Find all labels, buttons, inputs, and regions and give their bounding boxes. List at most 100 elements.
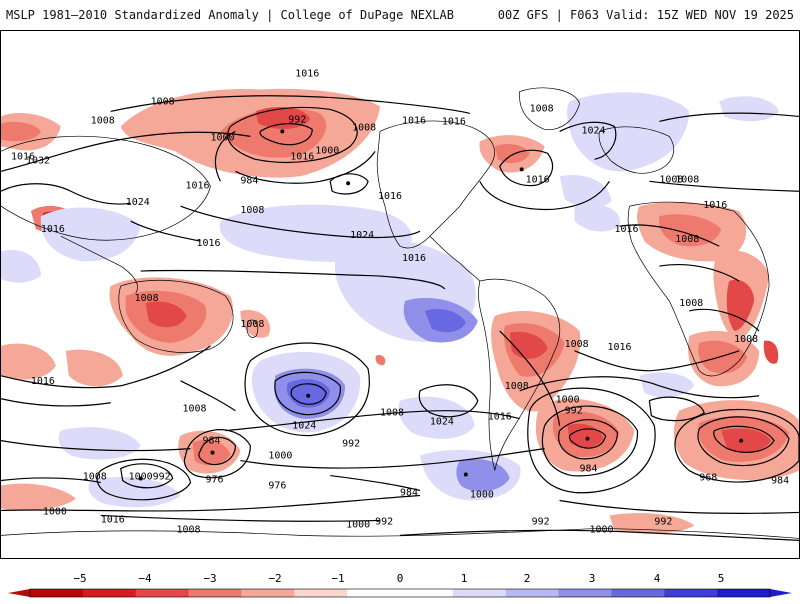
isobar-label: 1008 [565,339,589,350]
isobar-label: 1008 [734,334,758,345]
isobar-line [713,425,775,453]
isobar-line [499,330,561,426]
colorbar-tick-label: −2 [268,572,281,585]
isobar-label: 984 [580,464,598,475]
isobar-line [418,384,479,418]
coastlines [1,87,799,539]
header-bar: MSLP 1981–2010 Standardized Anomaly | Co… [0,0,800,30]
colorbar-tick-label: 3 [589,572,596,585]
anomaly-blob-india [1,249,41,283]
isobar-label: 1008 [505,381,529,392]
anomaly-blob-europe-core [494,143,530,164]
isobar-line [1,131,251,172]
isobar-line [1,494,420,512]
isobar-label: 1008 [177,524,201,535]
isobar-label: 1000 [315,145,339,156]
anomaly-blob-se-pacific [574,203,621,232]
map-panel[interactable]: 1016 1016 1008 1008 992 1008 1008 1016 1… [0,30,800,559]
anomaly-blob-drake-core [456,458,510,492]
colorbar-swatch [664,589,718,597]
anomaly-blob-atlantic-sub [559,175,612,208]
isobar-line [214,130,236,182]
isobar-label: 1008 [135,293,159,304]
isobar-line [329,173,369,195]
isobar-line [274,371,341,416]
coast-new-zealand [246,319,259,338]
isobar-label: 1016 [703,200,727,211]
isobar-label: 984 [771,476,789,487]
anomaly-blob-east-africa-core [726,279,755,331]
isobar-label: 1016 [11,151,35,162]
isobar-line [574,350,740,372]
anomaly-blob-arctic-e [719,96,780,122]
low-center-marker [346,181,351,186]
isobar-line [399,529,799,541]
anomaly-map[interactable]: 1016 1016 1008 1008 992 1008 1008 1016 1… [1,31,799,558]
isobar-label: 1016 [31,376,55,387]
isobar-line [330,474,421,492]
colorbar-swatch [135,589,190,597]
coast-north-america [376,120,495,249]
coast-greenland [519,87,580,130]
colorbar-tick-label: 4 [654,572,661,585]
anomaly-blob-so-indian [639,372,695,398]
isobar-label: 1016 [442,116,466,127]
anomaly-blob-so-w2 [88,477,181,508]
colorbar-ticks: −5 −4 −3 −2 −1 0 1 2 3 4 5 [73,572,724,585]
colorbar-swatch [611,589,665,597]
low-center-marker [739,438,744,443]
isobar-line [244,342,370,437]
isobar-label: 1016 [607,342,631,353]
anomaly-blob-pacific-small [375,355,386,366]
coast-antarctica [1,528,799,539]
isobar-label: 1032 [26,155,50,166]
anomaly-blob-greenland [566,92,690,172]
anomaly-blob-china [40,207,141,262]
colorbar-swatch [558,589,612,597]
isobar-label: 1024 [430,417,454,428]
isobar-line [648,396,705,422]
isobar-label: 1000 [43,506,67,517]
isobar-label: 1008 [240,205,264,216]
isobar-label: 1008 [659,174,683,185]
isobar-label: 1016 [378,191,402,202]
map-title: MSLP 1981–2010 Standardized Anomaly | Co… [6,8,454,22]
colorbar: −5 −4 −3 −2 −1 0 1 2 3 4 5 [0,570,800,600]
isobar-line [1,398,111,407]
isobar-line [559,121,617,160]
isobar-line [225,410,520,432]
isobar-line [240,448,545,469]
isobar-line [519,376,760,399]
negative-anomaly-layer [1,88,799,534]
isobar-line [259,123,313,146]
isobar-label: 976 [268,481,286,492]
isobar-label: 1008 [240,319,264,330]
coast-south-america [478,278,561,471]
isobar-line [140,269,446,290]
colorbar-swatch [30,589,84,597]
colorbar-tick-label: 5 [718,572,725,585]
isobar-label: 984 [400,487,418,498]
isobar-label: 984 [202,436,220,447]
isobar-label: 992 [654,516,672,527]
high-center-marker [306,393,311,398]
coast-europe [598,126,674,174]
isobar-line [96,458,192,501]
pressure-centers [138,129,744,481]
isobar-label: 1016 [526,174,550,185]
low-center-marker [138,476,143,481]
anomaly-blob-east-asia-core [1,121,41,142]
isobar-label: 1016 [614,224,638,235]
anomaly-blob-nz [240,309,271,338]
isobar-label: 1016 [290,151,314,162]
isobar-line [235,151,376,184]
colorbar-tick-label: 0 [397,572,404,585]
low-center-marker [585,436,590,441]
isobar-label: 1008 [530,103,554,114]
colorbar-max-arrow [770,589,792,597]
low-center-marker [280,129,285,134]
colorbar-min-arrow [8,589,30,597]
isobar-line [697,416,790,467]
isobar-label: 1000 [210,132,234,143]
anomaly-blob-australia-inner [145,301,187,328]
